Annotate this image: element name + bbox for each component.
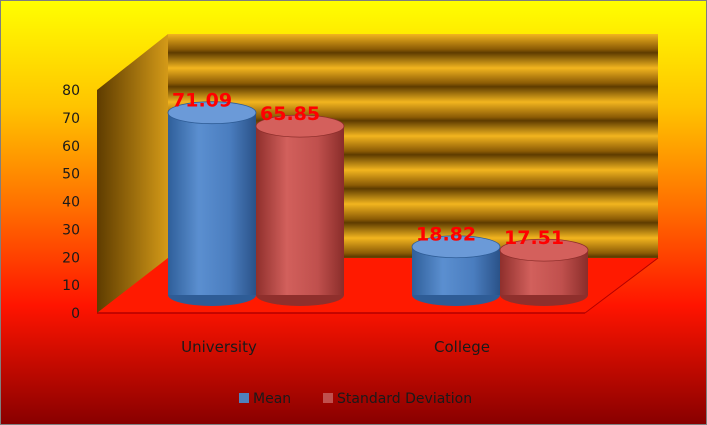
side-wall (97, 34, 168, 313)
x-tick-label: College (434, 338, 490, 356)
legend-swatch-mean (239, 393, 249, 403)
y-tick-label: 20 (62, 250, 80, 266)
bar-standard-deviation-college (499, 238, 589, 306)
data-labels: 71.09 65.85 18.82 17.51 (172, 90, 564, 249)
bar-standard-deviation-university (255, 114, 345, 306)
y-tick-label: 40 (62, 195, 80, 211)
y-tick-label: 80 (62, 83, 80, 99)
data-label: 17.51 (504, 227, 564, 249)
bars (167, 101, 589, 306)
bar-top (255, 114, 345, 138)
bar-mean-college (411, 235, 501, 306)
y-tick-label: 10 (62, 278, 80, 294)
x-axis-labels: University College (181, 338, 490, 356)
bar-body (256, 126, 344, 295)
legend-label-mean: Mean (253, 391, 291, 407)
y-tick-label: 30 (62, 222, 80, 238)
y-axis-ticks: 0 10 20 30 40 50 60 70 80 (62, 83, 80, 322)
y-tick-label: 70 (62, 111, 80, 127)
legend: Mean Standard Deviation (239, 391, 472, 407)
y-tick-label: 50 (62, 167, 80, 183)
bar-top (499, 238, 589, 262)
legend-swatch-standard-deviation (323, 393, 333, 403)
y-tick-label: 0 (71, 306, 80, 322)
bar-top (167, 101, 257, 125)
bar-top (411, 235, 501, 259)
data-label: 65.85 (260, 103, 320, 125)
bar-mean-university (167, 101, 257, 306)
data-label: 71.09 (172, 90, 232, 112)
x-tick-label: University (181, 338, 257, 356)
legend-label-standard-deviation: Standard Deviation (337, 391, 472, 407)
y-tick-label: 60 (62, 139, 80, 155)
data-label: 18.82 (416, 224, 476, 246)
bar-body (168, 112, 256, 295)
floor-edge (584, 257, 659, 314)
